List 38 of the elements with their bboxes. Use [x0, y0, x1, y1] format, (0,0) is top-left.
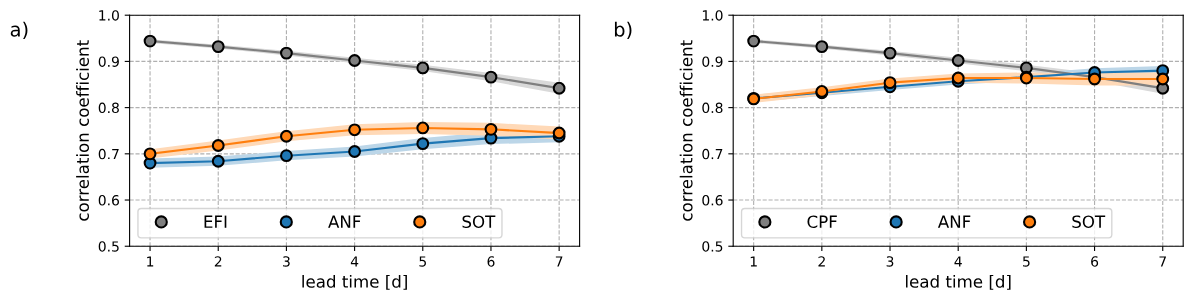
- x-tick-label: 1: [750, 256, 757, 267]
- x-tick-label: 2: [214, 256, 222, 267]
- x-tick-label: 5: [1023, 256, 1030, 267]
- y-tick-label: 1.0: [702, 10, 723, 21]
- y-tick-label: 0.6: [702, 195, 723, 206]
- y-tick-label: 0.8: [98, 102, 119, 114]
- y-tick-label: 0.9: [98, 56, 119, 67]
- x-tick-label: 1: [147, 256, 154, 267]
- y-tick-label: 0.7: [98, 148, 119, 160]
- legend-label: EFI: [204, 215, 227, 228]
- y-tick-label: 1.0: [99, 10, 119, 21]
- y-tick-label: 0.5: [98, 241, 119, 252]
- x-tick-label: 2: [818, 256, 825, 267]
- x-tick-label: 6: [1091, 256, 1099, 267]
- x-tick-label: 7: [1159, 256, 1166, 267]
- text: b): [614, 21, 632, 40]
- legend-label: SOT: [1072, 215, 1106, 229]
- x-tick-label: 5: [419, 256, 426, 267]
- x-axis-title: lead time [d]: [906, 274, 1011, 290]
- legend-label: ANF: [937, 215, 971, 228]
- y-tick-label: 0.8: [702, 102, 723, 114]
- text: a): [10, 21, 28, 40]
- x-tick-label: 4: [350, 256, 359, 267]
- x-tick-label: 3: [886, 256, 894, 267]
- legend-label: CPF: [807, 215, 837, 229]
- y-tick-label: 0.9: [702, 56, 723, 67]
- y-axis-title: correlation coefficient: [679, 40, 693, 221]
- x-axis-title: lead time [d]: [302, 274, 407, 290]
- y-tick-label: 0.6: [98, 195, 119, 206]
- y-axis-title: correlation coefficient: [76, 40, 90, 221]
- y-tick-label: 0.5: [702, 241, 723, 252]
- x-tick-label: 6: [487, 256, 495, 267]
- x-tick-label: 4: [954, 256, 962, 267]
- x-tick-label: 3: [283, 256, 290, 267]
- legend-label: ANF: [328, 215, 361, 228]
- legend-label: SOT: [462, 215, 496, 229]
- x-tick-label: 7: [555, 256, 563, 267]
- y-tick-label: 0.7: [702, 148, 723, 160]
